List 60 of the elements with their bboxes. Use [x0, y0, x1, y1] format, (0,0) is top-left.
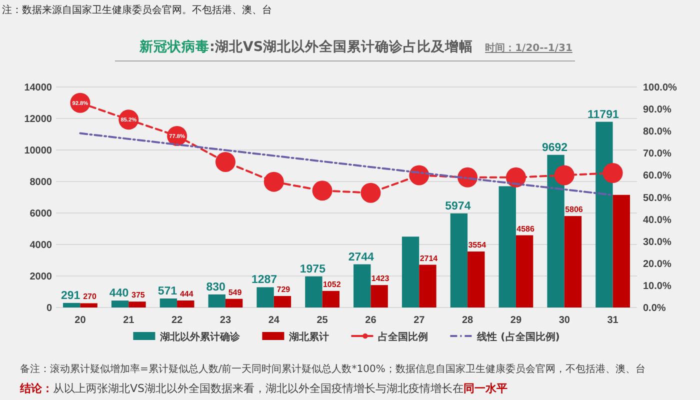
y2-tick-label: 100.0% [643, 82, 678, 94]
data-label: 571 [158, 286, 178, 298]
legend-label: 湖北累计 [288, 331, 330, 343]
y2-tick-label: 20.0% [643, 258, 672, 270]
annotation: 备注：滚动累计疑似增加率=累计疑似总人数/前一天同时间累计疑似总人数*100%；数据信息自国家卫生健康委员会官网，不包括港、澳、台 [20, 364, 646, 375]
x-tick-label: 25 [316, 315, 328, 326]
x-tick-label: 29 [510, 315, 522, 326]
data-label: 3554 [468, 240, 486, 250]
data-label: 5806 [565, 205, 583, 214]
y-tick-label: 0 [46, 303, 52, 314]
y-tick-label: 6000 [30, 208, 52, 220]
data-label: 444 [180, 290, 194, 298]
data-label: 291 [61, 290, 80, 302]
data-label: 9692 [542, 142, 568, 154]
x-tick-label: 31 [607, 315, 619, 326]
x-tick-label: 20 [74, 315, 86, 326]
legend-label: 线性 (占全国比例) [476, 331, 560, 343]
y2-tick-label: 10.0% [643, 280, 672, 292]
legend-label: 占全国比例 [378, 331, 428, 343]
data-label: 375 [132, 290, 145, 300]
data-label: 2744 [348, 251, 374, 264]
y2-tick-label: 70.0% [643, 148, 672, 160]
y2-tick-label: 30.0% [643, 236, 672, 248]
y-tick-label: 12000 [24, 114, 52, 125]
data-label: 270 [83, 292, 96, 302]
x-tick-label: 22 [171, 315, 184, 326]
data-label: 1052 [322, 280, 341, 289]
y-tick-label: 2000 [30, 272, 52, 282]
x-tick-label: 30 [558, 315, 570, 326]
y2-tick-label: 0.0% [643, 303, 666, 314]
y2-tick-label: 60.0% [643, 170, 672, 182]
data-label: 5974 [445, 200, 471, 212]
x-tick-label: 28 [462, 315, 474, 326]
data-label: 729 [276, 285, 290, 294]
annotation: 结论：从以上两张湖北VS湖北以外全国数据来看，湖北以外全国疫情增长与湖北疫情增长在同一水平 [20, 382, 508, 395]
y-tick-label: 14000 [24, 82, 52, 94]
y2-tick-label: 40.0% [643, 214, 672, 226]
y-tick-label: 10000 [24, 146, 52, 156]
data-label: 830 [206, 281, 226, 294]
title: 新冠状病毒:湖北VS湖北以外全国累计确诊占比及增幅 时间：1/20--1/31 [140, 39, 572, 55]
annotation: 注：数据来源自国家卫生健康委员会官网。不包括港、澳、台 [2, 5, 272, 16]
data-label: 1423 [371, 274, 390, 284]
y2-tick-label: 80.0% [643, 126, 672, 138]
x-tick-label: 21 [123, 315, 135, 326]
y-tick-label: 4000 [30, 240, 52, 251]
y2-tick-label: 90.0% [643, 104, 672, 116]
data-label: 2714 [420, 254, 438, 263]
data-label: 440 [109, 288, 129, 300]
data-label: 1975 [300, 263, 326, 276]
data-label: 11791 [588, 108, 619, 121]
y-tick-label: 8000 [30, 177, 52, 188]
data-label: 4586 [516, 224, 534, 234]
x-tick-label: 24 [268, 315, 280, 326]
x-tick-label: 26 [365, 315, 377, 326]
data-label: 1287 [251, 274, 278, 286]
y2-tick-label: 50.0% [643, 192, 672, 204]
data-label: 549 [228, 288, 242, 297]
x-tick-label: 27 [414, 315, 426, 326]
x-tick-label: 23 [220, 315, 232, 326]
legend-label: 湖北以外累计确诊 [159, 331, 242, 343]
